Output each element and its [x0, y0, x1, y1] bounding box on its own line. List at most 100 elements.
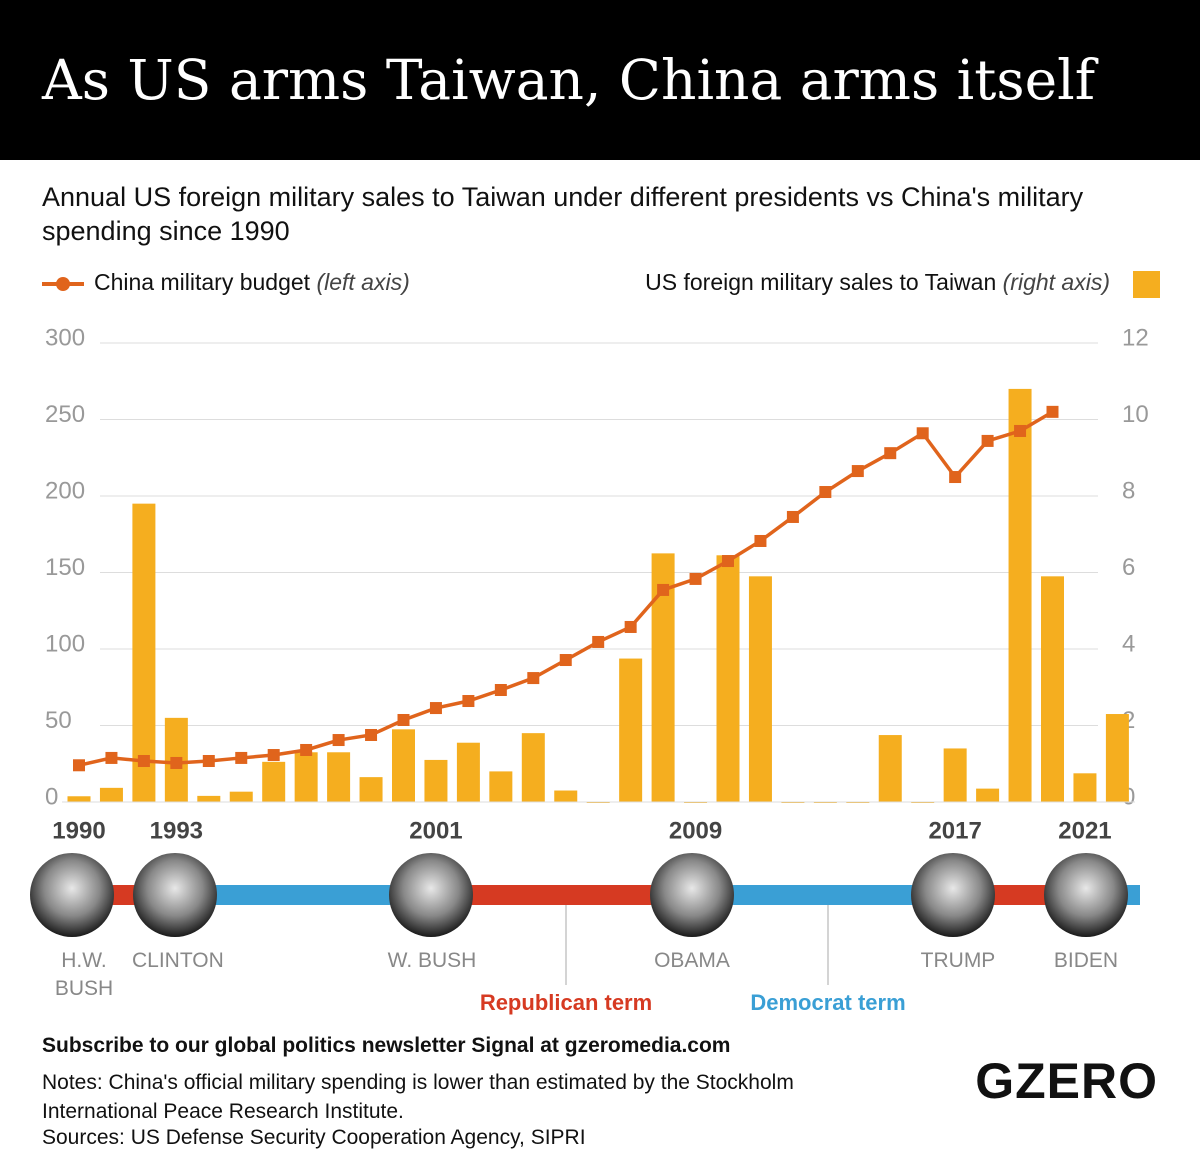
bar: [943, 748, 967, 802]
term-bar: [692, 885, 953, 905]
line-marker: [170, 756, 183, 769]
line-marker: [949, 471, 962, 484]
y-tick-label: 250: [45, 401, 85, 428]
line-marker: [202, 754, 215, 767]
line-marker: [1014, 424, 1027, 437]
bar: [489, 771, 513, 802]
president-name: CLINTON: [132, 949, 224, 972]
line-marker: [494, 684, 507, 697]
bar: [716, 555, 740, 802]
notes-text: Notes: China's official military spendin…: [42, 1071, 794, 1123]
legend-marker: [56, 277, 70, 291]
president-name: OBAMA: [654, 949, 730, 972]
bar: [294, 752, 318, 802]
y-tick-label: 50: [45, 707, 72, 734]
president-name: H.W. BUSH: [54, 949, 114, 1000]
legend-axis: (right axis): [1003, 269, 1110, 295]
sources-text: Sources: US Defense Security Cooperation…: [42, 1126, 586, 1149]
bar: [327, 752, 351, 802]
line: [78, 410, 1054, 767]
line-marker: [819, 486, 832, 499]
line-marker: [429, 702, 442, 715]
legend-swatch: [1133, 271, 1160, 298]
y2-tick-label: 6: [1122, 554, 1135, 581]
x-tick-label: 2017: [928, 817, 981, 844]
line-marker: [462, 695, 475, 708]
bar: [1105, 714, 1129, 802]
president-photo: [133, 853, 217, 937]
bar: [99, 787, 123, 802]
line-marker: [722, 555, 734, 568]
title-bar: As US arms Taiwan, China arms itself: [0, 0, 1200, 160]
term-bar: [175, 885, 431, 905]
line-marker: [267, 749, 280, 762]
line-marker: [105, 751, 118, 764]
bar: [651, 553, 675, 802]
line-marker: [1046, 405, 1059, 418]
president-photo: [30, 853, 114, 937]
legend-name: China military budget: [94, 269, 311, 295]
line-marker: [527, 672, 540, 685]
y-tick-label: 200: [45, 477, 85, 504]
bar: [197, 795, 221, 802]
bar: [878, 735, 902, 802]
x-tick-label: 2001: [409, 817, 462, 844]
line-marker: [786, 510, 799, 523]
bar: [262, 761, 286, 802]
bar: [619, 658, 643, 802]
bar: [132, 503, 156, 802]
logo: GZERO: [975, 1053, 1158, 1109]
line-marker: [559, 654, 572, 667]
y2-tick-label: 10: [1122, 401, 1149, 428]
bar: [521, 733, 545, 802]
bar: [1041, 576, 1064, 802]
y-tick-label: 0: [45, 783, 58, 810]
line-marker: [332, 734, 345, 747]
line-marker: [73, 759, 85, 772]
legend-name: US foreign military sales to Taiwan: [645, 269, 996, 295]
legend-axis: (left axis): [316, 269, 409, 295]
term-legend-label: Republican term: [480, 990, 652, 1015]
line-marker: [657, 583, 670, 596]
bar: [554, 790, 578, 802]
bar: [976, 788, 1000, 802]
line-marker: [916, 427, 929, 440]
president-photo: [650, 853, 734, 937]
line-marker: [981, 434, 994, 447]
line-marker: [689, 572, 702, 585]
x-tick-label: 2021: [1058, 817, 1111, 844]
line-marker: [235, 751, 248, 764]
subscribe-text: Subscribe to our global politics newslet…: [42, 1034, 731, 1057]
x-tick-label: 1993: [150, 817, 203, 844]
chart-subtitle: Annual US foreign military sales to Taiw…: [42, 182, 1084, 246]
bar: [748, 576, 772, 802]
x-tick-label: 2009: [669, 817, 722, 844]
line-marker: [365, 728, 378, 741]
line-marker: [884, 447, 897, 460]
line-marker: [397, 713, 410, 726]
y-tick-label: 150: [45, 554, 85, 581]
line-marker: [851, 465, 864, 478]
line-marker: [300, 743, 313, 756]
president-photo: [911, 853, 995, 937]
y2-tick-label: 12: [1122, 324, 1149, 351]
president-name: BIDEN: [1053, 949, 1119, 972]
y-tick-label: 300: [45, 324, 85, 351]
line-marker: [137, 754, 150, 767]
president-name: W. BUSH: [387, 949, 477, 972]
bar: [392, 729, 415, 802]
line-marker: [624, 620, 637, 633]
legend-label: US foreign military sales to Taiwan (rig…: [645, 269, 1110, 295]
legend-label: China military budget (left axis): [94, 269, 410, 295]
bar: [424, 759, 448, 802]
y-tick-label: 100: [45, 630, 85, 657]
bar: [1008, 388, 1032, 802]
bar: [456, 742, 480, 802]
term-bar: [431, 885, 692, 905]
president-photo: [1044, 853, 1128, 937]
term-legend-label: Democrat term: [750, 990, 905, 1015]
chart-title: As US arms Taiwan, China arms itself: [42, 48, 1096, 112]
bar: [359, 777, 383, 802]
